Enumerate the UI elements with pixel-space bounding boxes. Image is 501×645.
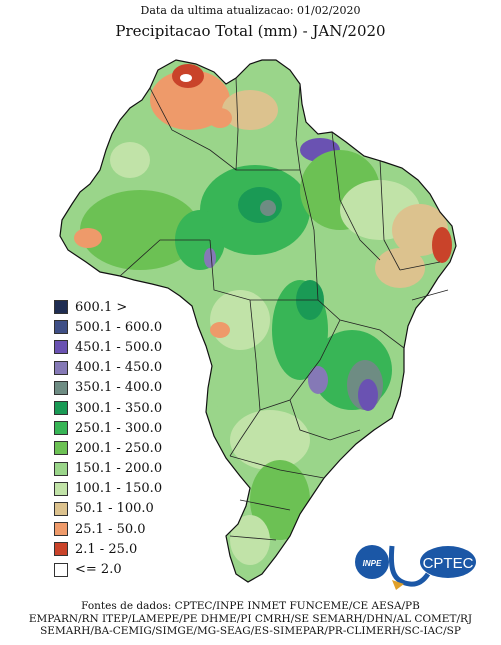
legend-label: 50.1 - 100.0 <box>75 501 154 517</box>
legend-entry: 450.1 - 500.0 <box>54 337 162 357</box>
legend-label: 100.1 - 150.0 <box>75 481 163 497</box>
legend-entry: 250.1 - 300.0 <box>54 418 162 438</box>
legend-swatch <box>54 360 68 375</box>
legend-entry: 350.1 - 400.0 <box>54 378 162 398</box>
update-date-line: Data da ultima atualizacao: 01/02/2020 <box>140 4 361 17</box>
map-title: Precipitacao Total (mm) - JAN/2020 <box>115 22 386 40</box>
legend-label: 200.1 - 250.0 <box>75 440 163 456</box>
legend-swatch <box>54 441 68 456</box>
legend-label: <= 2.0 <box>75 562 122 578</box>
legend-entry: 300.1 - 350.0 <box>54 398 162 418</box>
legend-swatch <box>54 481 68 496</box>
legend-entry: 100.1 - 150.0 <box>54 479 162 499</box>
legend-swatch <box>54 380 68 395</box>
legend-swatch <box>54 562 68 577</box>
precipitation-legend: 600.1 > 500.1 - 600.0 450.1 - 500.0 400.… <box>54 297 162 580</box>
inpe-cptec-logo: INPE CPTEC <box>355 545 476 590</box>
inpe-logo-text: INPE <box>363 559 382 568</box>
legend-swatch <box>54 340 68 355</box>
legend-label: 150.1 - 200.0 <box>75 461 163 477</box>
legend-label: 2.1 - 25.0 <box>75 541 138 557</box>
data-sources: Fontes de dados: CPTEC/INPE INMET FUNCEM… <box>0 600 501 638</box>
legend-swatch <box>54 542 68 557</box>
legend-label: 600.1 > <box>75 299 128 315</box>
legend-entry: 400.1 - 450.0 <box>54 358 162 378</box>
sources-line-1: Fontes de dados: CPTEC/INPE INMET FUNCEM… <box>81 600 420 612</box>
legend-entry: 500.1 - 600.0 <box>54 317 162 337</box>
legend-swatch <box>54 501 68 516</box>
legend-swatch <box>54 522 68 537</box>
legend-entry: 200.1 - 250.0 <box>54 438 162 458</box>
legend-entry: 2.1 - 25.0 <box>54 539 162 559</box>
legend-label: 450.1 - 500.0 <box>75 339 163 355</box>
legend-swatch <box>54 421 68 436</box>
legend-label: 500.1 - 600.0 <box>75 319 163 335</box>
legend-swatch <box>54 401 68 416</box>
legend-swatch <box>54 300 68 315</box>
legend-entry: 50.1 - 100.0 <box>54 499 162 519</box>
legend-label: 300.1 - 350.0 <box>75 400 163 416</box>
legend-label: 250.1 - 300.0 <box>75 420 163 436</box>
sources-line-2: EMPARN/RN ITEP/LAMEPE/PE DHME/PI CMRH/SE… <box>28 612 473 625</box>
legend-label: 25.1 - 50.0 <box>75 521 146 537</box>
legend-entry: 150.1 - 200.0 <box>54 459 162 479</box>
legend-swatch <box>54 461 68 476</box>
legend-label: 400.1 - 450.0 <box>75 360 163 376</box>
sources-line-3: SEMARH/BA-CEMIG/SIMGE/MG-SEAG/ES-SIMEPAR… <box>40 625 461 637</box>
legend-entry: 600.1 > <box>54 297 162 317</box>
cptec-logo-text: CPTEC <box>423 555 474 572</box>
legend-label: 350.1 - 400.0 <box>75 380 163 396</box>
legend-entry: <= 2.0 <box>54 559 162 579</box>
legend-swatch <box>54 320 68 335</box>
legend-entry: 25.1 - 50.0 <box>54 519 162 539</box>
state-borders <box>119 77 449 541</box>
